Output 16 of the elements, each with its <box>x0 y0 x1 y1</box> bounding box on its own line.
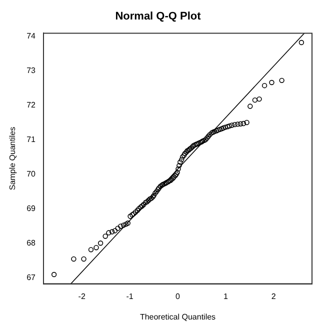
x-tick-label: 0 <box>176 292 181 301</box>
x-tick-label: -2 <box>78 292 86 301</box>
x-axis-title: Theoretical Quantiles <box>140 312 216 322</box>
y-tick-label: 67 <box>26 272 36 282</box>
x-tick-label: 1 <box>223 292 228 301</box>
y-tick-label: 74 <box>26 32 36 41</box>
y-tick-label: 72 <box>26 100 36 110</box>
y-tick-label: 71 <box>26 134 36 144</box>
chart-title: Normal Q-Q Plot <box>115 10 202 23</box>
y-tick-label: 68 <box>26 238 36 248</box>
y-axis-title: Sample Quantiles <box>8 126 18 190</box>
y-tick-label: 70 <box>26 169 36 178</box>
x-tick-label: 2 <box>271 292 276 301</box>
y-tick-label: 73 <box>26 66 36 75</box>
y-tick-label: 69 <box>26 204 36 213</box>
x-tick-label: -1 <box>126 292 134 301</box>
